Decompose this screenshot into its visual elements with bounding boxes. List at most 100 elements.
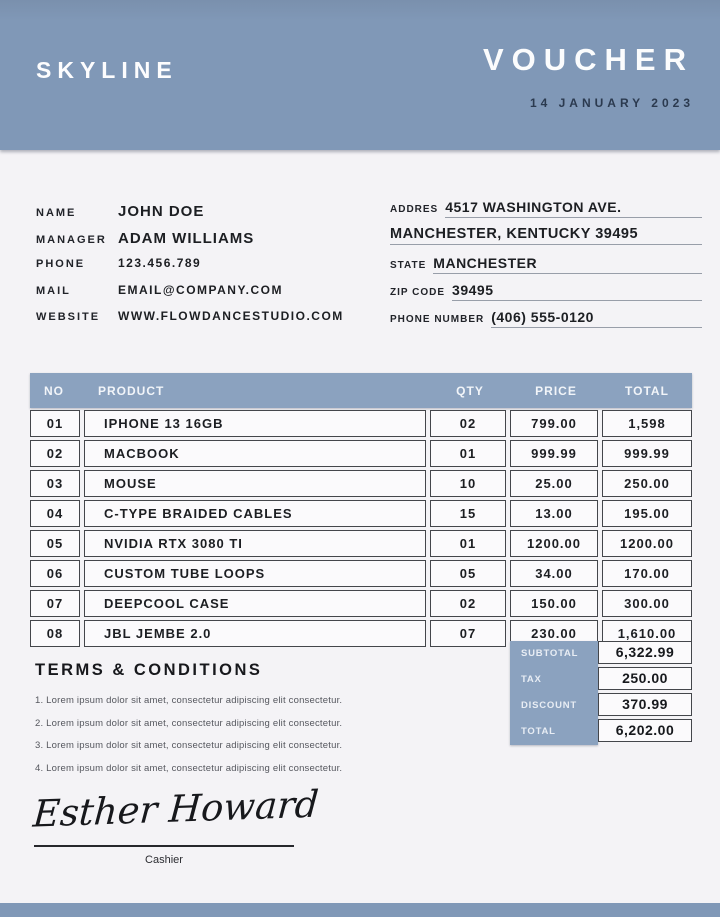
cell-no: 03 [30,470,80,497]
terms-list: 1. Lorem ipsum dolor sit amet, consectet… [35,695,425,774]
cell-qty: 01 [430,440,506,467]
terms-section: TERMS & CONDITIONS 1. Lorem ipsum dolor … [35,661,425,785]
cell-price: 999.99 [510,440,598,467]
table-header-row: NO PRODUCT QTY PRICE TOTAL [30,373,692,408]
cell-no: 07 [30,590,80,617]
zip-label: ZIP CODE [390,287,446,298]
state-label: STATE [390,260,427,271]
summary-labels-column: SUBTOTAL TAX DISCOUNT TOTAL [510,641,598,745]
info-row-mail: MAIL EMAIL@COMPANY.COM [36,283,366,310]
page-title: VOUCHER [482,42,694,77]
info-row-website: WEBSITE WWW.FLOWDANCESTUDIO.COM [36,309,366,336]
address-line2-row: MANCHESTER, KENTUCKY 39495 [390,226,702,255]
phone-label: PHONE [36,258,86,270]
table-row: 03 MOUSE 10 25.00 250.00 [30,470,692,497]
terms-item: 4. Lorem ipsum dolor sit amet, consectet… [35,762,343,774]
signature-line [34,845,294,847]
cell-price: 799.00 [510,410,598,437]
table-row: 02 MACBOOK 01 999.99 999.99 [30,440,692,467]
voucher-date: 14 JANUARY 2023 [529,96,694,110]
cell-qty: 02 [430,410,506,437]
column-header-total: TOTAL [625,383,669,398]
table-row: 05 NVIDIA RTX 3080 TI 01 1200.00 1200.00 [30,530,692,557]
cell-total: 1,598 [602,410,692,437]
column-header-no: NO [44,383,64,398]
cell-price: 13.00 [510,500,598,527]
cell-product: IPHONE 13 16GB [84,410,426,437]
discount-value: 370.99 [598,693,692,716]
column-header-qty: QTY [456,383,484,398]
website-label: WEBSITE [36,311,101,323]
table-row: 04 C-TYPE BRAIDED CABLES 15 13.00 195.00 [30,500,692,527]
header-banner: SKYLINE VOUCHER 14 JANUARY 2023 [0,0,720,150]
cell-qty: 10 [430,470,506,497]
phone-number-field: (406) 555-0120 [491,309,702,328]
discount-label: DISCOUNT [521,700,578,711]
cell-total: 250.00 [602,470,692,497]
tax-label: TAX [521,674,542,685]
state-field: MANCHESTER [433,255,702,274]
info-row-phone: PHONE 123.456.789 [36,256,366,283]
zip-field: 39495 [452,282,702,301]
website-value: WWW.FLOWDANCESTUDIO.COM [118,309,344,323]
table-row: 08 JBL JEMBE 2.0 07 230.00 1,610.00 [30,620,692,647]
cell-product: MACBOOK [84,440,426,467]
cell-no: 02 [30,440,80,467]
summary-values-column: 6,322.99 250.00 370.99 6,202.00 [598,641,692,745]
mail-label: MAIL [36,284,71,297]
terms-heading: TERMS & CONDITIONS [35,661,263,679]
signature-role: Cashier [145,854,183,866]
cell-no: 01 [30,410,80,437]
cell-qty: 01 [430,530,506,557]
cell-qty: 05 [430,560,506,587]
subtotal-label: SUBTOTAL [521,648,579,659]
info-row-manager: MANAGER ADAM WILLIAMS [36,230,366,257]
totals-summary: SUBTOTAL TAX DISCOUNT TOTAL 6,322.99 250… [510,641,692,745]
cell-total: 195.00 [602,500,692,527]
tax-value: 250.00 [598,667,692,690]
cell-product: C-TYPE BRAIDED CABLES [84,500,426,527]
cell-no: 05 [30,530,80,557]
cell-qty: 15 [430,500,506,527]
signature-block: Esther Howard Cashier [32,783,321,866]
name-value: JOHN DOE [118,203,205,220]
table-row: 07 DEEPCOOL CASE 02 150.00 300.00 [30,590,692,617]
subtotal-value: 6,322.99 [598,641,692,664]
name-label: NAME [36,207,77,219]
terms-item: 2. Lorem ipsum dolor sit amet, consectet… [35,717,343,729]
address-label: ADDRES [390,204,439,215]
cell-product: NVIDIA RTX 3080 TI [84,530,426,557]
state-row: STATE MANCHESTER [390,255,702,282]
table-row: 06 CUSTOM TUBE LOOPS 05 34.00 170.00 [30,560,692,587]
phone-number-label: PHONE NUMBER [390,314,485,325]
cell-product: JBL JEMBE 2.0 [84,620,426,647]
cell-total: 300.00 [602,590,692,617]
cell-price: 34.00 [510,560,598,587]
total-value: 6,202.00 [598,719,692,742]
total-label: TOTAL [521,726,556,737]
cell-price: 1200.00 [510,530,598,557]
cell-qty: 07 [430,620,506,647]
info-row-name: NAME JOHN DOE [36,203,366,230]
table-body: 01 IPHONE 13 16GB 02 799.00 1,598 02 MAC… [30,410,692,647]
cell-total: 1200.00 [602,530,692,557]
cell-product: DEEPCOOL CASE [84,590,426,617]
address-line1-field: 4517 WASHINGTON AVE. [445,199,702,218]
terms-item: 3. Lorem ipsum dolor sit amet, consectet… [35,740,343,751]
cell-price: 150.00 [510,590,598,617]
phone-number-row: PHONE NUMBER (406) 555-0120 [390,309,702,336]
column-header-product: PRODUCT [98,383,165,398]
cell-no: 06 [30,560,80,587]
products-table: NO PRODUCT QTY PRICE TOTAL 01 IPHONE 13 … [30,373,692,650]
cell-qty: 02 [430,590,506,617]
manager-label: MANAGER [36,233,107,246]
address-row: ADDRES 4517 WASHINGTON AVE. [390,199,702,226]
cell-no: 04 [30,500,80,527]
zip-row: ZIP CODE 39495 [390,282,702,309]
manager-value: ADAM WILLIAMS [118,229,255,247]
cell-total: 999.99 [602,440,692,467]
mail-value: EMAIL@COMPANY.COM [118,282,283,297]
phone-value: 123.456.789 [118,256,202,270]
terms-item: 1. Lorem ipsum dolor sit amet, consectet… [35,695,343,706]
